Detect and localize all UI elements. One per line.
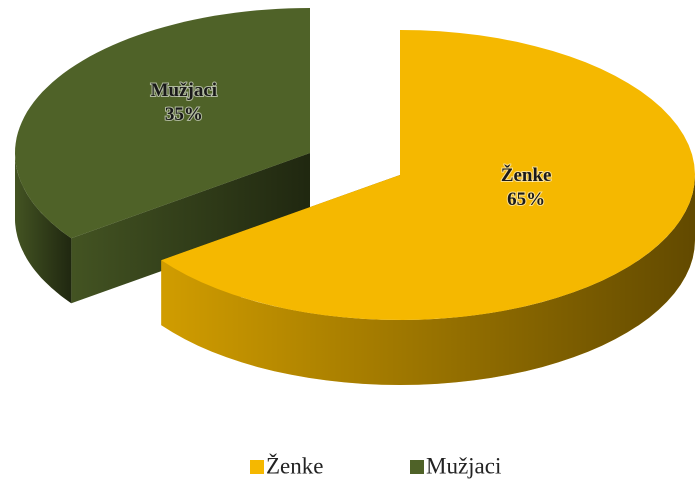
slice-side-shade (15, 153, 72, 304)
data-label-value: 35% (165, 104, 203, 125)
slice-side-shade (161, 175, 696, 385)
slice-side-shade (71, 153, 310, 304)
data-label-category: Mužjaci (151, 80, 217, 101)
data-label-value: 65% (507, 189, 545, 210)
slice (15, 8, 310, 304)
slice (161, 30, 696, 385)
slice-top (15, 8, 310, 239)
data-label-category: Ženke (501, 164, 552, 186)
legend-swatch (250, 460, 264, 474)
slice-top (161, 30, 696, 320)
legend-swatch (410, 460, 424, 474)
legend-label: Mužjaci (426, 453, 501, 478)
legend-label: Ženke (266, 453, 323, 478)
